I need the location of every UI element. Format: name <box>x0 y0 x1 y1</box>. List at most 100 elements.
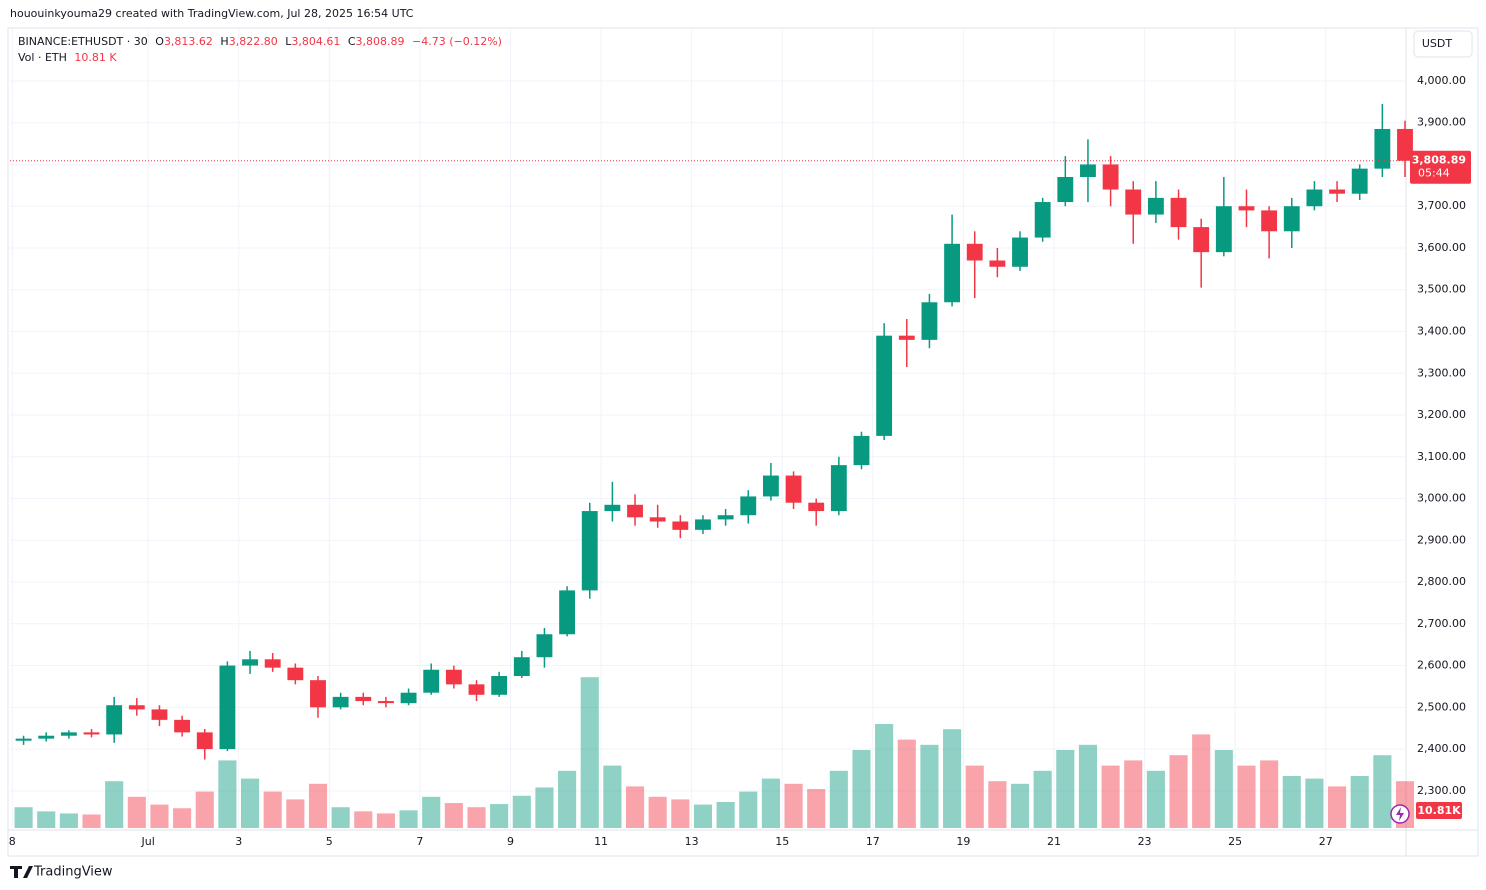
candle-body <box>989 260 1006 267</box>
x-tick-label: 13 <box>685 835 699 848</box>
volume-bar <box>467 807 486 828</box>
volume-bar <box>1010 783 1030 828</box>
volume-bar <box>399 810 418 828</box>
volume-bar <box>1101 765 1120 828</box>
candle-body <box>491 676 508 695</box>
symbol: BINANCE:ETHUSDT · 30 <box>18 35 148 48</box>
volume-bar <box>535 787 554 828</box>
candle-body <box>355 696 372 702</box>
candle-body <box>1034 202 1051 238</box>
candle-body <box>174 719 191 733</box>
volume-bar <box>580 677 599 828</box>
volume-bar <box>218 760 237 828</box>
close: 3,808.89 <box>356 35 405 48</box>
candle-body <box>377 701 394 704</box>
volume-bar <box>376 813 395 828</box>
candle-body <box>83 732 100 735</box>
volume-bar <box>875 724 894 828</box>
legend-main: BINANCE:ETHUSDT · 30 O3,813.62 H3,822.80… <box>18 35 502 48</box>
candle-body <box>106 705 123 735</box>
candle-body <box>944 243 961 303</box>
volume-bar <box>693 804 713 828</box>
candle-body <box>921 302 938 340</box>
volume-tag <box>1416 802 1462 819</box>
volume-bar <box>603 765 622 828</box>
volume-bar <box>988 781 1007 828</box>
candle-body <box>468 684 485 695</box>
candle-body <box>762 475 779 497</box>
low: 3,804.61 <box>291 35 340 48</box>
volume-bar <box>173 808 192 828</box>
candle-body <box>1351 168 1368 194</box>
candle-body <box>808 502 825 512</box>
x-tick-label: 11 <box>594 835 608 848</box>
candle-body <box>287 667 304 681</box>
candle-body <box>400 692 417 704</box>
candle-body <box>1147 197 1164 215</box>
grid <box>10 28 1406 830</box>
volume-bar <box>354 811 373 828</box>
high: 3,822.80 <box>229 35 278 48</box>
chart-frame <box>7 27 1479 857</box>
candle-body <box>604 504 621 512</box>
candle-body <box>581 511 598 591</box>
h: H <box>220 35 228 48</box>
volume-bar <box>82 814 101 828</box>
volume-bar <box>1124 760 1143 828</box>
y-tick-label: 4,000.00 <box>1417 74 1466 87</box>
x-tick-label: 9 <box>507 835 514 848</box>
volume-bar <box>671 799 690 828</box>
candle-body <box>151 709 168 720</box>
currency[interactable]: USDT <box>1422 37 1453 50</box>
candle-body <box>830 465 847 512</box>
x-tick-label: 17 <box>866 835 880 848</box>
volume-bar <box>14 807 33 828</box>
x-tick-label: 25 <box>1228 835 1242 848</box>
candle-body <box>740 496 757 516</box>
x-tick-label: Jul <box>141 835 155 848</box>
logo <box>10 866 33 878</box>
y-tick-label: 2,400.00 <box>1417 742 1466 755</box>
volume-bar <box>1192 734 1211 828</box>
volume-bar <box>1282 776 1301 828</box>
change: −4.73 (−0.12%) <box>412 35 502 48</box>
y-tick-label: 3,100.00 <box>1417 450 1466 463</box>
volume-bar <box>308 783 328 828</box>
volume-bar <box>286 799 305 828</box>
x-tick-label: 7 <box>416 835 423 848</box>
volume-bar <box>1237 765 1256 828</box>
c: C <box>348 35 356 48</box>
volume-bar <box>648 796 667 828</box>
candle-body <box>853 435 870 466</box>
candle-body <box>536 634 553 658</box>
candles <box>15 103 1413 760</box>
volume-bar <box>943 729 962 828</box>
y-tick-label: 2,300.00 <box>1417 784 1466 797</box>
y-tick-label: 3,300.00 <box>1417 366 1466 379</box>
y-tick-label: 3,500.00 <box>1417 283 1466 296</box>
y-tick-label: 3,200.00 <box>1417 408 1466 421</box>
volume-bar <box>195 791 214 828</box>
x-tick-label: 19 <box>956 835 970 848</box>
volume-bar <box>1033 770 1052 828</box>
y-tick-label: 3,000.00 <box>1417 492 1466 505</box>
volume-tag-text: 10.81K <box>1417 804 1461 817</box>
candle-body <box>627 504 643 518</box>
currency-button[interactable] <box>1413 30 1473 58</box>
x-tick-label: 21 <box>1047 835 1061 848</box>
o: O <box>155 35 164 48</box>
volume-bar <box>1350 776 1369 828</box>
candle-body <box>423 669 440 693</box>
candle-body <box>1080 164 1096 177</box>
candle-body <box>649 517 666 522</box>
volume-bar <box>490 804 509 828</box>
volume-bar <box>1078 744 1098 828</box>
volume-bar <box>761 778 780 828</box>
candle-body <box>1193 227 1210 253</box>
volume-bar <box>920 744 939 828</box>
volume-bar <box>739 791 758 828</box>
candle-body <box>332 696 349 708</box>
candle-body <box>242 659 258 666</box>
